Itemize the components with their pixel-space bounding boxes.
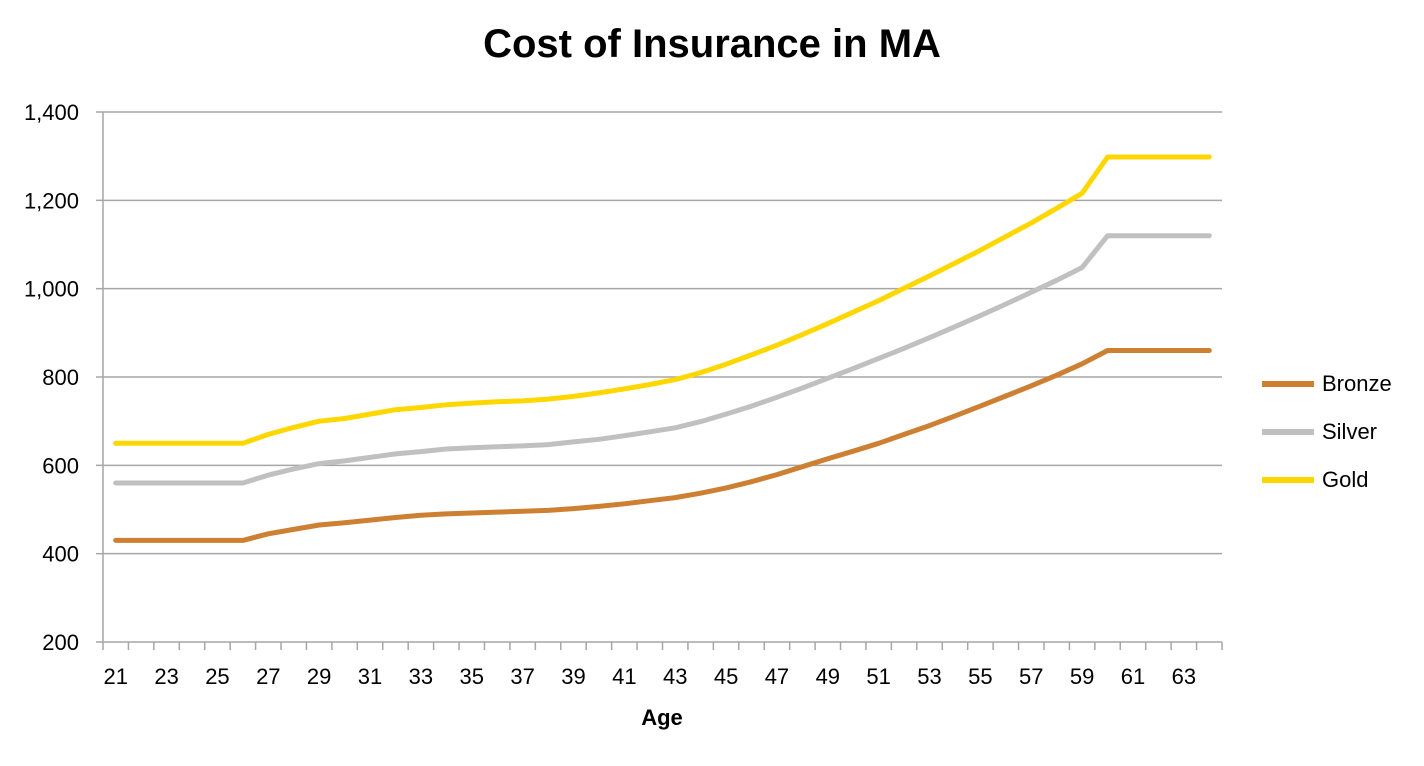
y-tick-label: 400 [42,542,79,567]
series-line-silver [113,233,1212,486]
x-tick-label: 45 [714,664,738,689]
legend-swatch [1262,381,1314,387]
chart-title: Cost of Insurance in MA [483,22,941,66]
y-tick-labels: 200 400 600 800 1,000 1,200 1,400 [24,100,79,655]
legend-label: Bronze [1322,371,1392,396]
x-tick-label: 33 [409,664,433,689]
x-tick-labels: 21 23 25 27 29 31 33 35 37 39 41 43 45 47 49 51 53 55 57 59… [103,664,1196,689]
x-tick-label: 55 [968,664,992,689]
legend-item-gold: Gold [1262,456,1392,504]
y-tick-label: 600 [42,453,79,478]
series-line-gold [113,154,1212,446]
axes [102,112,1223,650]
x-tick-label: 57 [1019,664,1043,689]
x-tick-label: 49 [816,664,840,689]
y-tick-label: 800 [42,365,79,390]
x-tick-label: 35 [460,664,484,689]
legend-swatch [1262,477,1314,483]
x-tick-label: 27 [256,664,280,689]
x-tick-label: 21 [103,664,127,689]
legend-label: Gold [1322,467,1369,492]
y-tick-label: 1,000 [24,277,79,302]
x-axis-label: Age [641,705,683,730]
y-tick-label: 1,400 [24,100,79,125]
x-tick-label: 25 [205,664,229,689]
x-tick-label: 53 [917,664,941,689]
x-tick-label: 51 [866,664,890,689]
x-tick-label: 41 [612,664,636,689]
y-tick-label: 1,200 [24,188,79,213]
gridlines [96,111,1222,643]
x-tick-label: 29 [307,664,331,689]
series-line-bronze [113,348,1212,543]
y-tick-label: 200 [42,630,79,655]
x-tick-label: 39 [561,664,585,689]
legend-item-bronze: Bronze [1262,360,1392,408]
series-lines [113,154,1212,543]
x-tick-label: 43 [663,664,687,689]
x-tick-label: 37 [510,664,534,689]
legend-item-silver: Silver [1262,408,1392,456]
legend-label: Silver [1322,419,1378,444]
x-tick-label: 63 [1172,664,1196,689]
x-tick-label: 47 [765,664,789,689]
x-tick-label: 61 [1121,664,1145,689]
x-tick-label: 59 [1070,664,1094,689]
x-tick-label: 31 [358,664,382,689]
legend-swatch [1262,429,1314,435]
x-tick-label: 23 [154,664,178,689]
legend: Bronze Silver Gold [1262,360,1392,504]
